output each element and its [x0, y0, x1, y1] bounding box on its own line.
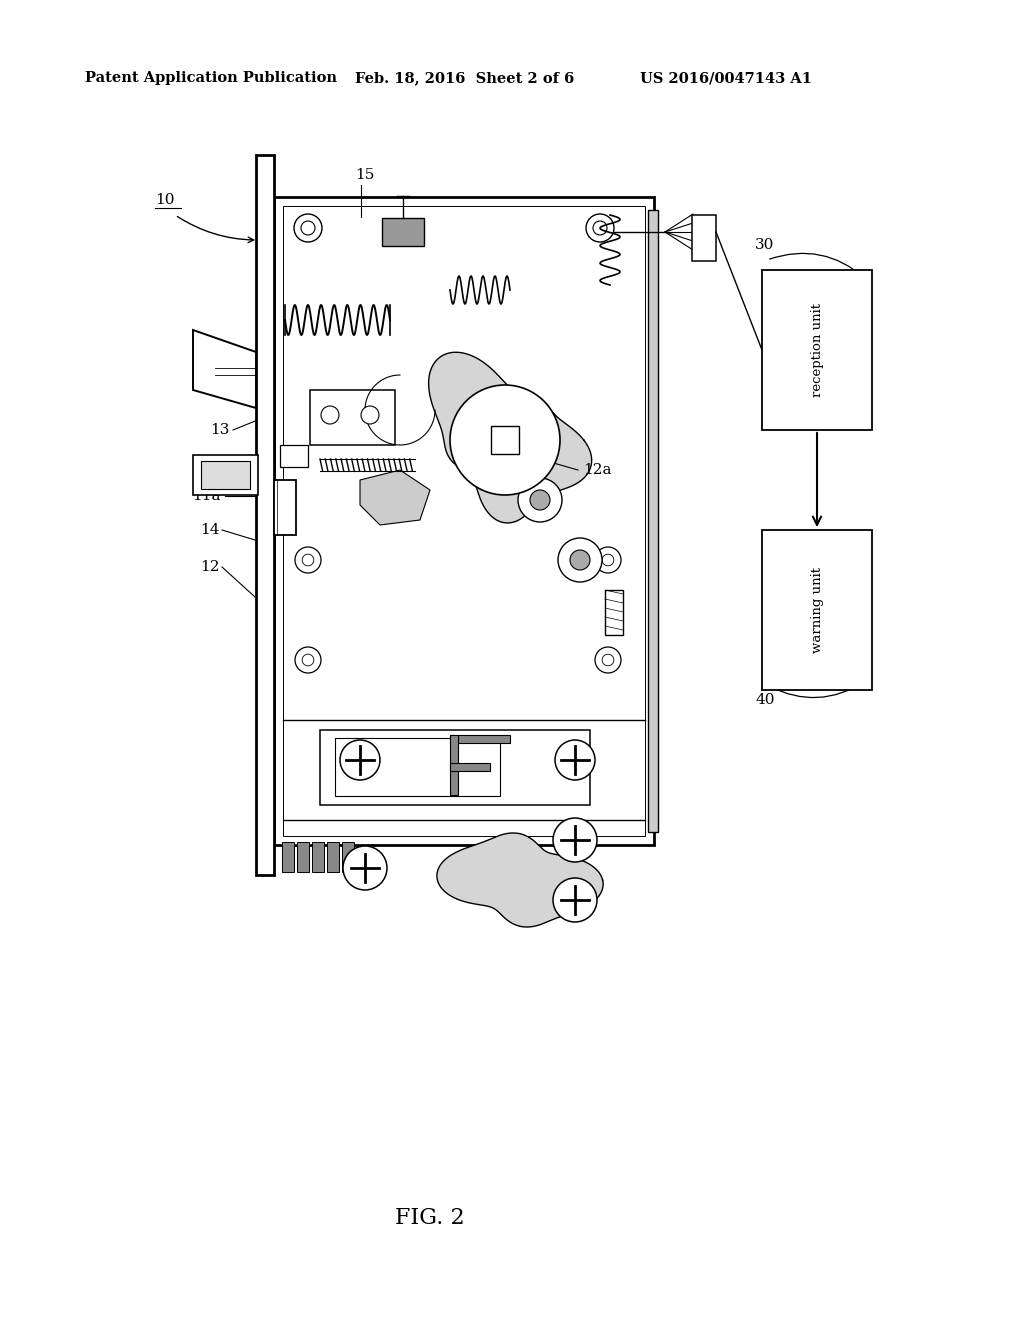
Circle shape [518, 478, 562, 521]
Circle shape [586, 214, 614, 242]
Circle shape [295, 647, 321, 673]
Text: warning unit: warning unit [811, 568, 823, 653]
Circle shape [361, 407, 379, 424]
Text: FIG. 2: FIG. 2 [395, 1206, 465, 1229]
Bar [280, 445, 308, 467]
Text: reception unit: reception unit [811, 304, 823, 397]
Bar [450, 735, 510, 743]
Bar [274, 480, 296, 535]
Text: 12: 12 [200, 560, 219, 574]
Circle shape [570, 550, 590, 570]
Bar [310, 389, 395, 445]
Bar [335, 738, 500, 796]
Bar [201, 461, 250, 488]
Circle shape [295, 546, 321, 573]
Bar [312, 842, 324, 873]
Text: 12a: 12a [583, 463, 611, 477]
Bar [193, 455, 258, 495]
Polygon shape [360, 470, 430, 525]
Bar [762, 271, 872, 430]
Bar [490, 426, 519, 454]
Circle shape [450, 385, 560, 495]
Bar [762, 531, 872, 690]
Circle shape [301, 220, 315, 235]
Text: 11: 11 [200, 455, 219, 469]
Bar [283, 206, 645, 836]
Bar [605, 590, 623, 635]
Bar [256, 154, 274, 875]
Polygon shape [429, 352, 592, 523]
Text: 13: 13 [210, 422, 229, 437]
Text: US 2016/0047143 A1: US 2016/0047143 A1 [640, 71, 812, 84]
Text: 14: 14 [200, 523, 219, 537]
Text: 30: 30 [755, 238, 774, 252]
Bar [450, 735, 458, 795]
Polygon shape [360, 470, 430, 525]
Polygon shape [193, 330, 256, 408]
Bar [382, 218, 424, 246]
Polygon shape [437, 833, 603, 927]
Circle shape [555, 741, 595, 780]
Circle shape [530, 490, 550, 510]
Circle shape [602, 655, 613, 665]
Bar [327, 842, 339, 873]
Circle shape [553, 818, 597, 862]
Text: 11a: 11a [193, 488, 220, 503]
Circle shape [595, 546, 621, 573]
Text: 10: 10 [155, 193, 174, 207]
Circle shape [595, 647, 621, 673]
Bar [450, 763, 490, 771]
Bar [692, 215, 716, 261]
Bar [282, 842, 294, 873]
Bar [342, 842, 354, 873]
Bar [297, 842, 309, 873]
Circle shape [340, 741, 380, 780]
Text: Feb. 18, 2016  Sheet 2 of 6: Feb. 18, 2016 Sheet 2 of 6 [355, 71, 574, 84]
Circle shape [593, 220, 607, 235]
Bar [648, 210, 658, 832]
Text: Patent Application Publication: Patent Application Publication [85, 71, 337, 84]
Circle shape [558, 539, 602, 582]
Polygon shape [193, 330, 256, 408]
Circle shape [602, 554, 613, 566]
Text: 15: 15 [355, 168, 375, 182]
Text: 40: 40 [755, 693, 774, 708]
Circle shape [321, 407, 339, 424]
Bar [274, 197, 654, 845]
Circle shape [302, 554, 313, 566]
Circle shape [294, 214, 322, 242]
Circle shape [302, 655, 313, 665]
Circle shape [343, 846, 387, 890]
Circle shape [553, 878, 597, 921]
Bar [319, 730, 590, 805]
